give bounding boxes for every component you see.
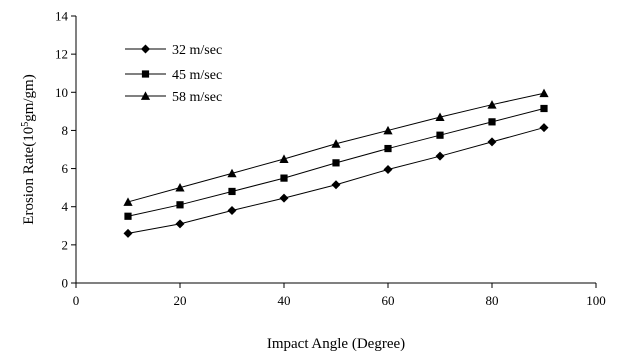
x-tick-label: 60	[382, 293, 395, 308]
legend-entry: 32 m/sec	[125, 43, 222, 58]
data-point	[383, 165, 393, 175]
data-point	[123, 228, 133, 238]
data-point	[488, 118, 496, 126]
legend-label: 32 m/sec	[172, 43, 222, 58]
data-point	[227, 206, 237, 216]
data-point	[383, 125, 393, 135]
data-point	[384, 144, 392, 153]
data-point	[175, 219, 185, 229]
data-point	[228, 187, 236, 196]
data-point	[279, 154, 289, 163]
x-axis-label: Impact Angle (Degree)	[267, 336, 405, 352]
legend: 32 m/sec 45 m/sec 58 m/sec	[125, 43, 222, 105]
data-point	[332, 159, 340, 167]
y-tick-label: 2	[62, 237, 69, 252]
data-point	[331, 139, 341, 148]
data-point	[436, 131, 444, 139]
data-point	[539, 123, 549, 133]
legend-label: 58 m/sec	[172, 90, 222, 105]
x-tick-label: 80	[486, 293, 499, 308]
y-tick-label: 12	[55, 47, 68, 62]
y-tick-label: 6	[62, 161, 69, 176]
legend-marker	[140, 91, 151, 100]
data-point	[280, 174, 288, 182]
legend-entry: 58 m/sec	[125, 90, 222, 105]
y-axis-label: Erosion Rate(105gm/gm)	[20, 74, 38, 224]
data-point	[123, 197, 133, 206]
legend-marker	[141, 44, 150, 54]
data-point	[540, 104, 548, 113]
data-point	[176, 201, 184, 209]
data-point	[487, 100, 497, 109]
y-axis-label-rest: gm/gm)	[21, 74, 37, 122]
y-tick-label: 0	[62, 276, 69, 291]
data-point	[539, 88, 549, 98]
y-tick-label: 10	[55, 85, 68, 100]
data-point	[331, 180, 341, 190]
x-tick-label: 40	[278, 293, 291, 308]
data-point	[227, 168, 237, 178]
data-point	[175, 183, 185, 192]
y-tick-label: 4	[62, 199, 69, 214]
legend-entry: 45 m/sec	[125, 68, 222, 83]
x-tick-label: 100	[586, 293, 606, 308]
y-axis-label-superscript: 5	[20, 122, 31, 127]
data-point	[435, 151, 445, 161]
series-2	[124, 104, 548, 220]
y-tick-label: 8	[62, 123, 69, 138]
legend-label: 45 m/sec	[172, 68, 222, 83]
data-point	[435, 112, 445, 121]
y-tick-label: 14	[55, 9, 69, 24]
data-point	[487, 137, 497, 147]
axes	[71, 15, 597, 288]
y-axis-label-main: Erosion Rate(10	[21, 127, 37, 225]
series-3	[123, 88, 549, 206]
tick-labels: 0 2 4 6 8 10 12 14 0 20 40 60 80 100	[55, 9, 606, 309]
data-point	[124, 212, 132, 220]
series-1	[123, 123, 549, 238]
x-tick-label: 0	[73, 293, 80, 308]
legend-marker	[141, 70, 150, 78]
data-point	[279, 193, 289, 203]
series-layer	[123, 88, 549, 238]
x-tick-label: 20	[174, 293, 187, 308]
